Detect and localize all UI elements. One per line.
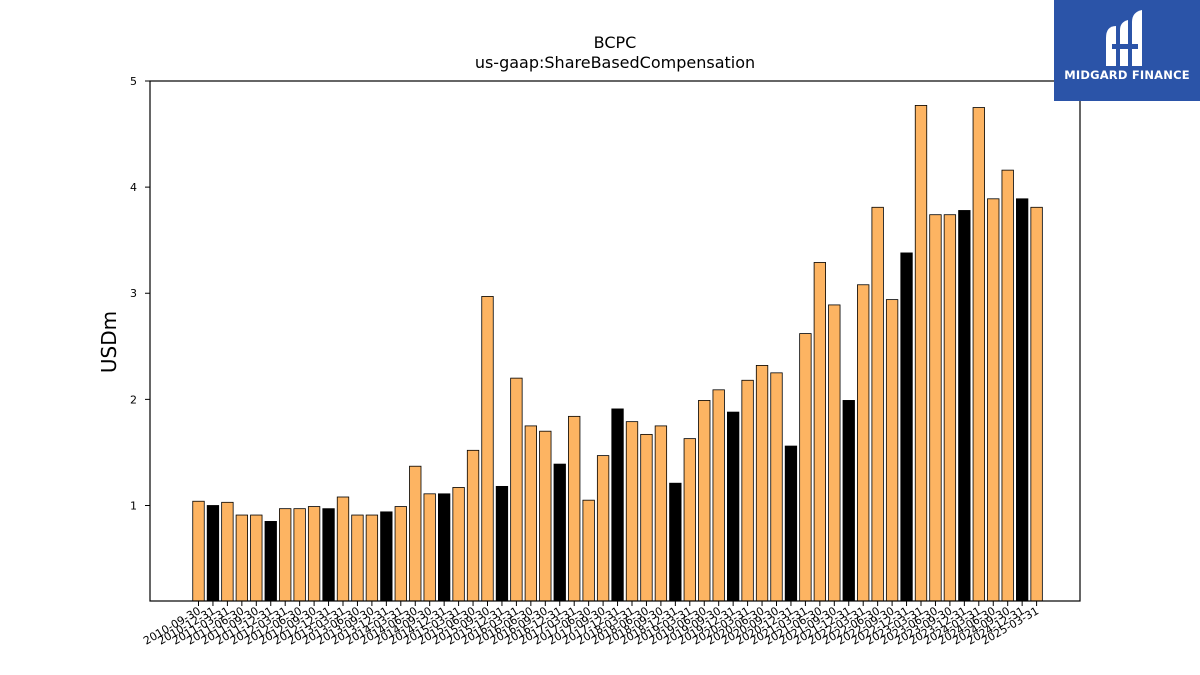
bar-2022-03-31 — [857, 284, 870, 602]
plot-frame — [149, 80, 1081, 602]
bar-2019-06-30 — [698, 400, 711, 602]
bar-2011-03-31 — [221, 501, 234, 602]
bar-2011-06-30 — [235, 514, 249, 602]
bar-2018-12-31 — [669, 482, 682, 602]
bar-2022-12-31 — [900, 252, 913, 602]
bar-2011-09-30 — [250, 514, 263, 602]
bar-2018-03-31 — [625, 421, 639, 602]
brand-mark-icon — [1106, 10, 1142, 66]
bar-2024-09-30 — [1001, 169, 1014, 602]
bar-2022-06-30 — [871, 206, 884, 602]
bar-2014-06-30 — [409, 465, 422, 602]
bar-2016-03-31 — [510, 377, 523, 602]
bar-2024-06-30 — [987, 198, 1000, 602]
bar-2016-09-30 — [539, 430, 552, 602]
y-tick-label: 2 — [130, 393, 137, 406]
bar-2010-12-31 — [206, 505, 220, 602]
chart-subtitle: us-gaap:ShareBasedCompensation — [475, 53, 755, 72]
bar-2021-06-30 — [813, 262, 826, 602]
bar-2021-03-31 — [799, 333, 812, 602]
bar-2024-03-31 — [972, 107, 985, 602]
bar-2016-12-31 — [553, 463, 566, 602]
bar-2010-09-30 — [192, 500, 205, 602]
bars-group — [192, 105, 1043, 602]
bar-2015-06-30 — [466, 449, 480, 602]
bar-2017-03-31 — [568, 415, 581, 602]
bar-2011-12-31 — [264, 521, 277, 602]
bar-2020-09-30 — [770, 372, 783, 602]
bar-2023-06-30 — [929, 214, 942, 602]
bar-2020-06-30 — [755, 365, 769, 602]
bar-2013-06-30 — [351, 514, 364, 602]
x-axis: 2010-09-302010-12-312011-03-312011-06-30… — [141, 601, 1041, 648]
y-tick-label: 3 — [130, 287, 137, 300]
bar-2021-09-30 — [828, 304, 841, 602]
bar-2018-09-30 — [654, 425, 668, 602]
bar-2017-09-30 — [596, 455, 610, 602]
bar-2012-09-30 — [307, 506, 321, 602]
bar-2016-06-30 — [524, 425, 537, 602]
bar-2014-12-31 — [437, 493, 451, 602]
bar-2014-09-30 — [423, 493, 436, 602]
bar-2015-12-31 — [495, 485, 509, 602]
bar-2019-09-30 — [712, 389, 725, 602]
bar-2013-03-31 — [336, 496, 350, 602]
bar-2023-12-31 — [958, 210, 971, 602]
bar-2017-12-31 — [611, 408, 624, 602]
bar-2021-12-31 — [842, 400, 855, 602]
bar-2019-03-31 — [683, 438, 696, 602]
y-tick-label: 5 — [130, 75, 137, 88]
y-axis: 1 2 3 4 5 — [130, 75, 150, 512]
bar-2023-09-30 — [943, 214, 957, 602]
y-tick-label: 1 — [130, 499, 137, 512]
bar-2020-12-31 — [784, 445, 798, 602]
bar-2013-09-30 — [365, 514, 379, 602]
bar-2015-09-30 — [481, 296, 494, 602]
bar-2019-12-31 — [727, 411, 740, 602]
bar-2012-03-31 — [279, 508, 292, 602]
bar-2017-06-30 — [582, 499, 595, 602]
bar-2018-06-30 — [640, 433, 653, 602]
bar-2020-03-31 — [741, 379, 754, 602]
bar-2024-12-31 — [1016, 198, 1029, 602]
bar-2025-03-31 — [1030, 206, 1043, 602]
bar-2012-12-31 — [322, 508, 335, 602]
bar-2013-12-31 — [380, 511, 393, 602]
chart-title: BCPC — [594, 33, 637, 52]
bar-2014-03-31 — [394, 506, 407, 602]
bar-2015-03-31 — [452, 487, 465, 602]
y-axis-label: USDm — [97, 311, 121, 373]
bar-2022-09-30 — [885, 299, 899, 602]
y-tick-label: 4 — [130, 181, 137, 194]
brand-name: MIDGARD FINANCE — [1064, 68, 1190, 82]
brand-logo: MIDGARD FINANCE — [1054, 0, 1200, 101]
bar-2012-06-30 — [293, 508, 306, 602]
bar-2023-03-31 — [914, 105, 928, 602]
